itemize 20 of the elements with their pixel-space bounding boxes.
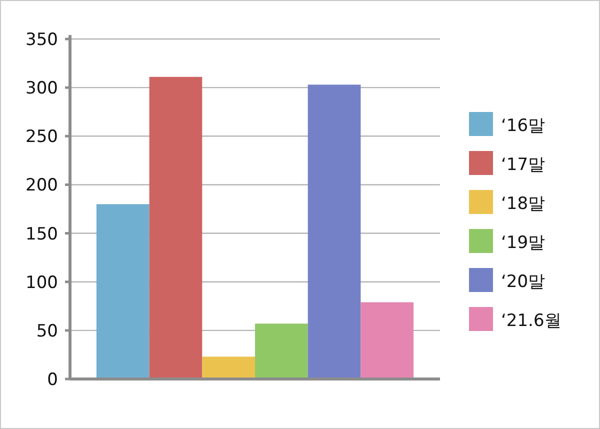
bar: [149, 76, 202, 379]
legend-label: ‘18말: [501, 194, 546, 214]
bar: [96, 204, 150, 379]
y-tick-label: 50: [36, 321, 58, 342]
legend-label: ‘17말: [501, 155, 546, 175]
y-tick-label: 250: [26, 127, 58, 148]
y-tick-label: 300: [26, 78, 58, 99]
bar: [360, 302, 414, 379]
legend-label: ‘16말: [501, 116, 546, 136]
bar: [308, 84, 361, 379]
y-tick-label: 100: [26, 272, 58, 293]
bar: [202, 356, 255, 379]
y-tick-label: 350: [26, 30, 58, 50]
bar: [255, 324, 308, 379]
legend-label: ‘20말: [501, 272, 546, 292]
y-tick-label: 200: [26, 176, 58, 196]
y-tick-label: 0: [47, 370, 58, 390]
y-tick-label: 150: [26, 224, 58, 244]
legend-label: ‘19말: [501, 233, 546, 253]
legend-label: ‘21.6월: [501, 311, 562, 331]
